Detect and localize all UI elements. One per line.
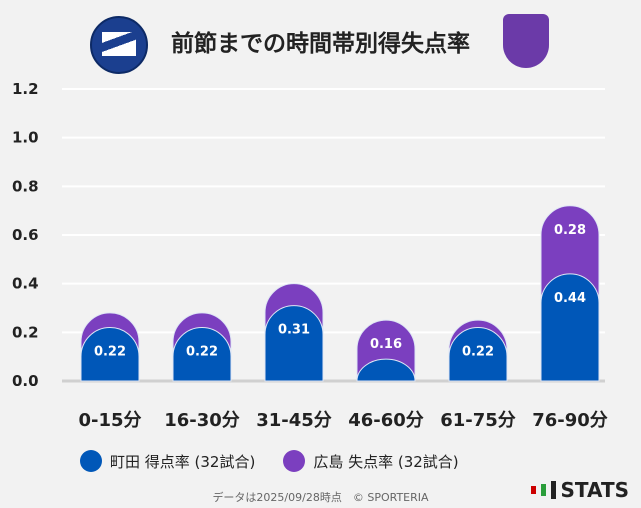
brand-text: STATS: [560, 478, 629, 502]
legend-swatch: [80, 450, 102, 472]
y-tick-label: 1.0: [12, 129, 39, 147]
bar-machida: [264, 305, 324, 382]
x-tick-label: 0-15分: [78, 410, 141, 431]
legend-item-machida: 町田 得点率 (32試合): [80, 450, 255, 472]
stacked-bar-chart: 0.0 0.2 0.4 0.6 0.8 1.0 1.2 0.22 0-15分 0.22 16-30分…: [12, 80, 608, 431]
legend: 町田 得点率 (32試合) 広島 失点率 (32試合): [80, 450, 459, 472]
sanfrecce-hiroshima-logo: [503, 14, 549, 68]
y-tick-label: 0.0: [12, 372, 39, 390]
machida-zelvia-logo: [90, 16, 148, 74]
x-tick-label: 61-75分: [440, 410, 516, 431]
y-tick-label: 0.8: [12, 177, 39, 195]
data-label: 0.44: [554, 291, 586, 306]
y-tick-label: 1.2: [12, 80, 39, 98]
x-tick-label: 16-30分: [164, 410, 240, 431]
bar-machida: [172, 327, 232, 382]
bar-machida: [356, 358, 416, 382]
data-label: 0.22: [94, 344, 126, 359]
bar-machida: [540, 273, 600, 382]
legend-item-hiroshima: 広島 失点率 (32試合): [283, 450, 459, 472]
legend-label: 広島 失点率 (32試合): [313, 452, 459, 471]
y-tick-label: 0.6: [12, 226, 39, 244]
data-label: 0.16: [370, 337, 402, 352]
footer-note: データは2025/09/28時点 © SPORTERIA: [212, 491, 429, 504]
legend-label: 町田 得点率 (32試合): [110, 452, 256, 471]
data-label: 0.31: [278, 323, 310, 338]
y-tick-label: 0.2: [12, 323, 39, 341]
data-label: 0.22: [462, 344, 494, 359]
y-tick-label: 0.4: [12, 275, 39, 293]
legend-swatch: [283, 450, 306, 472]
x-tick-label: 46-60分: [348, 410, 424, 431]
x-tick-label: 76-90分: [532, 410, 608, 431]
bar-machida: [80, 327, 140, 382]
stats-logo: STATS: [530, 478, 629, 502]
data-label: 0.28: [554, 223, 586, 238]
chart-title: 前節までの時間帯別得失点率: [171, 31, 470, 57]
bar-machida: [448, 327, 508, 382]
data-label: 0.22: [186, 344, 218, 359]
x-tick-label: 31-45分: [256, 410, 332, 431]
